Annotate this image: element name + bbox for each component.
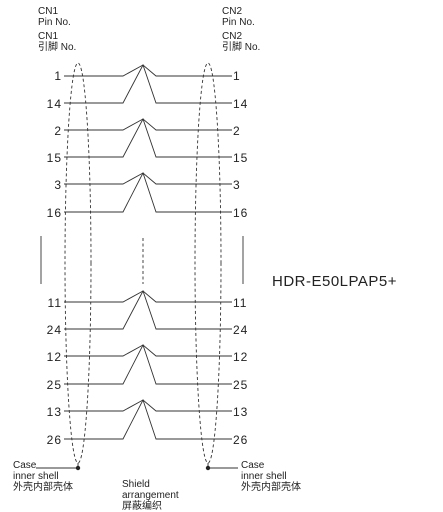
cn2-pin-label: 16 (233, 206, 248, 220)
cn1-pin-label: 15 (47, 151, 62, 165)
cn1-pin-label: 12 (47, 350, 62, 364)
cn1-case-connection-dot (75, 465, 81, 471)
twisted-pair-wires (64, 63, 232, 440)
cn2-header-line3: CN2 (222, 31, 242, 42)
cn1-header-line4: 引脚 No. (38, 40, 76, 53)
cn1-header-line3: CN1 (38, 31, 58, 42)
shield-label-line2: arrangement (122, 490, 179, 501)
cn1-pin-label: 14 (47, 97, 62, 111)
shield-ovals (64, 62, 222, 464)
cn1-pin-label: 2 (54, 124, 62, 138)
cn2-pin-label: 24 (233, 323, 248, 337)
cn1-pin-label: 3 (54, 178, 62, 192)
cn1-case-label-line1: Case (13, 460, 37, 471)
cn1-pin-label: 25 (47, 378, 62, 392)
cn2-case-label-line1: Case (241, 460, 265, 471)
cn2-case-label-line3: 外壳内部壳体 (241, 480, 301, 493)
cn2-header-line4: 引脚 No. (222, 40, 260, 53)
cn1-shield-oval (64, 62, 92, 464)
twisted-pair-wire (64, 117, 232, 158)
cn1-header: CN1 Pin No. CN1 引脚 No. (38, 6, 76, 53)
cn1-case-label: Case inner shell 外壳内部壳体 (13, 460, 73, 493)
cn2-pin-label: 13 (233, 405, 248, 419)
twisted-pair-wire (64, 63, 232, 104)
cn1-header-line1: CN1 (38, 6, 58, 17)
cn1-pin-label: 26 (47, 433, 62, 447)
cn2-pin-labels: 1 14 2 15 3 16 11 24 12 25 13 26 (233, 69, 248, 447)
cn1-case-label-line3: 外壳内部壳体 (13, 480, 73, 493)
shield-drain-lines (36, 463, 238, 471)
cn1-case-label-line2: inner shell (13, 471, 59, 482)
twisted-pair-wire (64, 118, 232, 131)
cn2-pin-label: 15 (233, 151, 248, 165)
cn1-pin-label: 1 (54, 69, 62, 83)
twisted-pair-wire (64, 64, 232, 77)
twisted-pair-wire (64, 171, 232, 213)
cn2-pin-label: 26 (233, 433, 248, 447)
cn2-pin-label: 12 (233, 350, 248, 364)
shield-label-line3: 屏蔽编织 (122, 499, 162, 512)
cn1-pin-label: 24 (47, 323, 62, 337)
twisted-pair-wire (64, 344, 232, 357)
shield-label: Shield arrangement 屏蔽编织 (122, 479, 179, 512)
cn2-header: CN2 Pin No. CN2 引脚 No. (222, 6, 260, 53)
twisted-pair-wire (64, 290, 232, 303)
cn2-pin-label: 14 (233, 97, 248, 111)
twisted-pair-wire (64, 172, 232, 185)
cn2-pin-label: 25 (233, 378, 248, 392)
cn2-case-connection-dot (205, 465, 211, 471)
cn1-pin-label: 11 (48, 296, 62, 310)
cn2-header-line2: Pin No. (222, 17, 255, 28)
cn2-shield-oval (194, 62, 222, 464)
model-name: HDR-E50LPAP5+ (272, 273, 397, 290)
cn2-pin-label: 1 (233, 69, 241, 83)
continuation-marks (40, 236, 244, 284)
twisted-pair-wire (64, 289, 232, 330)
cn2-pin-label: 2 (233, 124, 241, 138)
shield-label-line1: Shield (122, 479, 150, 490)
twisted-pair-wire (64, 343, 232, 385)
cn2-case-label-line2: inner shell (241, 471, 287, 482)
twisted-pair-wire (64, 399, 232, 412)
cn2-pin-label: 11 (233, 296, 247, 310)
cn1-pin-label: 16 (47, 206, 62, 220)
cn1-pin-labels: 1 14 2 15 3 16 11 24 12 25 13 26 (47, 69, 62, 447)
cn2-pin-label: 3 (233, 178, 241, 192)
twisted-pair-wire (64, 398, 232, 440)
cn2-header-line1: CN2 (222, 6, 242, 17)
cn1-header-line2: Pin No. (38, 17, 71, 28)
cn1-pin-label: 13 (47, 405, 62, 419)
cn2-case-label: Case inner shell 外壳内部壳体 (241, 460, 301, 493)
